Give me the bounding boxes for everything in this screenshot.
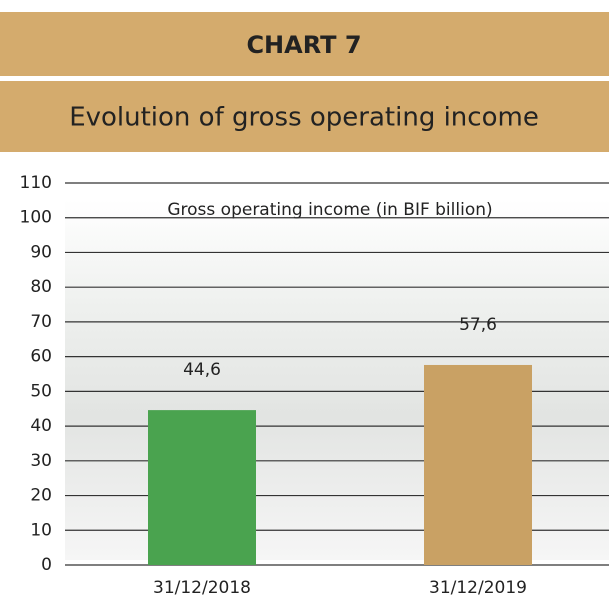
value-label: 44,6 — [183, 360, 221, 380]
y-tick-label: 30 — [30, 451, 52, 471]
x-tick-label: 31/12/2018 — [153, 578, 251, 598]
title-band — [0, 81, 609, 152]
value-label: 57,6 — [459, 315, 497, 335]
header-band — [0, 12, 609, 76]
chart-label: CHART 7 — [246, 31, 361, 59]
y-tick-label: 40 — [30, 416, 52, 436]
y-tick-label: 20 — [30, 486, 52, 506]
x-tick-label: 31/12/2019 — [429, 578, 527, 598]
y-tick-label: 80 — [30, 277, 52, 297]
y-tick-label: 10 — [30, 520, 52, 540]
series-label: Gross operating income (in BIF billion) — [167, 200, 492, 220]
y-tick-label: 50 — [30, 381, 52, 401]
y-tick-label: 70 — [30, 312, 52, 332]
y-tick-label: 90 — [30, 242, 52, 262]
bar — [148, 410, 256, 565]
y-tick-label: 110 — [20, 173, 52, 193]
y-tick-label: 0 — [41, 555, 52, 575]
y-tick-label: 60 — [30, 347, 52, 367]
y-tick-label: 100 — [20, 208, 52, 228]
bar — [424, 364, 532, 565]
chart-title: Evolution of gross operating income — [69, 103, 539, 133]
